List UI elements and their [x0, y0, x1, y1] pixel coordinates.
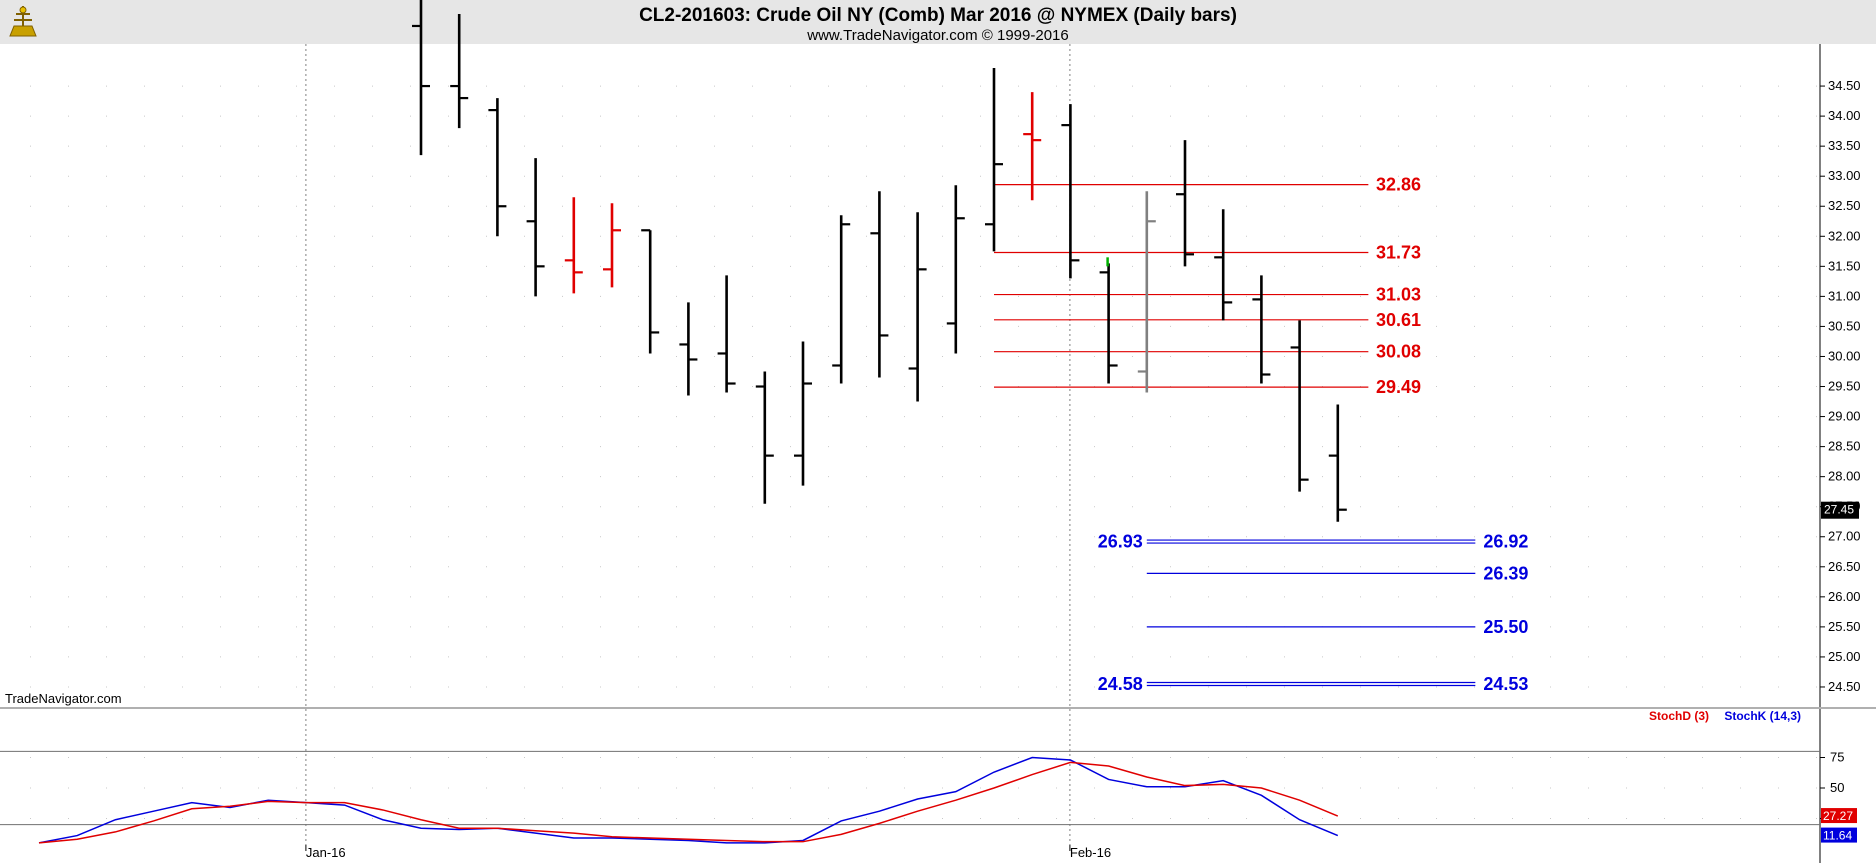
price-tick-label-1: 25.00	[1828, 649, 1861, 664]
price-tick-label-18: 33.50	[1828, 138, 1861, 153]
ohlc-bar-2	[488, 98, 507, 237]
price-tick-label-2: 25.50	[1828, 619, 1861, 634]
price-tick-label-12: 30.50	[1828, 318, 1861, 333]
watermark: TradeNavigator.com	[5, 691, 122, 706]
ohlc-bars	[412, 0, 1347, 522]
stoch-series-1	[38, 761, 1339, 844]
support-label-left-0: 26.93	[1098, 532, 1143, 552]
last-price-tag: 27.45	[1821, 501, 1859, 519]
ohlc-bar-16	[1023, 92, 1042, 201]
ohlc-bar-8	[717, 275, 736, 393]
support-label-right-0: 26.92	[1483, 532, 1528, 552]
stochastic-grid	[0, 750, 1820, 826]
support-label-right-2: 25.50	[1483, 617, 1528, 637]
stochd-tag: 27.27	[1821, 808, 1857, 824]
support-label-right-1: 26.39	[1483, 563, 1528, 583]
ohlc-bar-5	[603, 203, 621, 288]
price-tick-label-9: 29.00	[1828, 409, 1861, 424]
price-tick-label-20: 34.50	[1828, 78, 1861, 93]
stochastic-lines	[38, 756, 1339, 844]
price-grid	[30, 85, 1818, 688]
chart-subtitle: www.TradeNavigator.com © 1999-2016	[806, 27, 1068, 44]
support-label-left-3: 24.58	[1098, 674, 1143, 694]
x-axis: Jan-16 Feb-16	[305, 845, 1111, 860]
x-tick-label-0: Jan-16	[306, 845, 346, 860]
stochastic-panel	[0, 750, 1820, 844]
resistance-label-1: 31.73	[1376, 243, 1421, 263]
stoch-series-0	[38, 756, 1339, 844]
stoch-tick-label-1: 50	[1830, 780, 1844, 795]
ohlc-bar-0	[412, 0, 430, 156]
ohlc-bar-19	[1137, 191, 1156, 393]
stochd-value: 27.27	[1823, 809, 1853, 823]
x-tick-label-1: Feb-16	[1070, 845, 1111, 860]
resistance-label-3: 30.61	[1376, 310, 1421, 330]
chart-title: CL2-201603: Crude Oil NY (Comb) Mar 2016…	[639, 5, 1237, 26]
price-tick-label-8: 28.50	[1828, 439, 1861, 454]
price-tick-label-11: 30.00	[1828, 348, 1861, 363]
ohlc-bar-23	[1290, 320, 1309, 492]
ohlc-bar-24	[1328, 404, 1347, 522]
price-tick-label-4: 26.50	[1828, 559, 1861, 574]
price-tick-label-10: 29.50	[1828, 379, 1861, 394]
ohlc-bar-6	[641, 229, 660, 354]
resistance-label-4: 30.08	[1376, 342, 1421, 362]
ohlc-bar-13	[908, 212, 927, 402]
month-separators	[305, 44, 1071, 845]
support-levels: 26.92 26.93 26.39 25.50 24.53 24.58	[1098, 532, 1529, 694]
ohlc-bar-22	[1252, 275, 1271, 384]
price-tick-label-17: 33.00	[1828, 168, 1861, 183]
resistance-label-5: 29.49	[1376, 377, 1421, 397]
ohlc-bar-18	[1099, 263, 1118, 384]
price-tick-label-14: 31.50	[1828, 258, 1861, 273]
resistance-levels: 32.86 31.73 31.03 30.61 30.08 29.49	[994, 175, 1421, 397]
header-band	[0, 0, 1876, 44]
price-axis-ticks: 24.5025.0025.5026.0026.5027.0027.5028.00…	[1820, 78, 1861, 694]
price-tick-label-0: 24.50	[1828, 679, 1861, 694]
support-label-right-3: 24.53	[1483, 674, 1528, 694]
sextant-logo-icon[interactable]	[9, 6, 37, 37]
ohlc-bar-14	[946, 185, 965, 354]
price-tick-label-3: 26.00	[1828, 589, 1861, 604]
legend-stochk: StochK (14,3)	[1724, 709, 1801, 723]
ohlc-bar-7	[679, 302, 698, 396]
last-price-value: 27.45	[1824, 503, 1854, 517]
ohlc-bar-11	[832, 215, 851, 384]
price-tick-label-5: 27.00	[1828, 529, 1861, 544]
ohlc-bar-10	[794, 341, 812, 486]
ohlc-bar-1	[450, 13, 469, 129]
ohlc-bar-4	[564, 197, 583, 294]
price-tick-label-13: 31.00	[1828, 288, 1861, 303]
price-tick-label-19: 34.00	[1828, 108, 1861, 123]
ohlc-bar-3	[526, 158, 545, 297]
stochk-value: 11.64	[1823, 829, 1852, 843]
ohlc-bar-12	[870, 191, 889, 378]
price-tick-label-15: 32.00	[1828, 228, 1861, 243]
ohlc-bar-20	[1176, 140, 1194, 267]
price-tick-label-16: 32.50	[1828, 198, 1861, 213]
resistance-label-2: 31.03	[1376, 285, 1421, 305]
ohlc-bar-9	[755, 371, 774, 504]
ohlc-bar-15	[985, 68, 1003, 252]
ohlc-bar-17	[1061, 104, 1080, 279]
legend-stochd: StochD (3)	[1649, 709, 1709, 723]
stoch-tick-label-0: 75	[1830, 750, 1844, 765]
resistance-label-0: 32.86	[1376, 175, 1421, 195]
ohlc-bar-21	[1214, 209, 1233, 321]
stochk-tag: 11.64	[1821, 827, 1857, 843]
price-tick-label-7: 28.00	[1828, 469, 1861, 484]
